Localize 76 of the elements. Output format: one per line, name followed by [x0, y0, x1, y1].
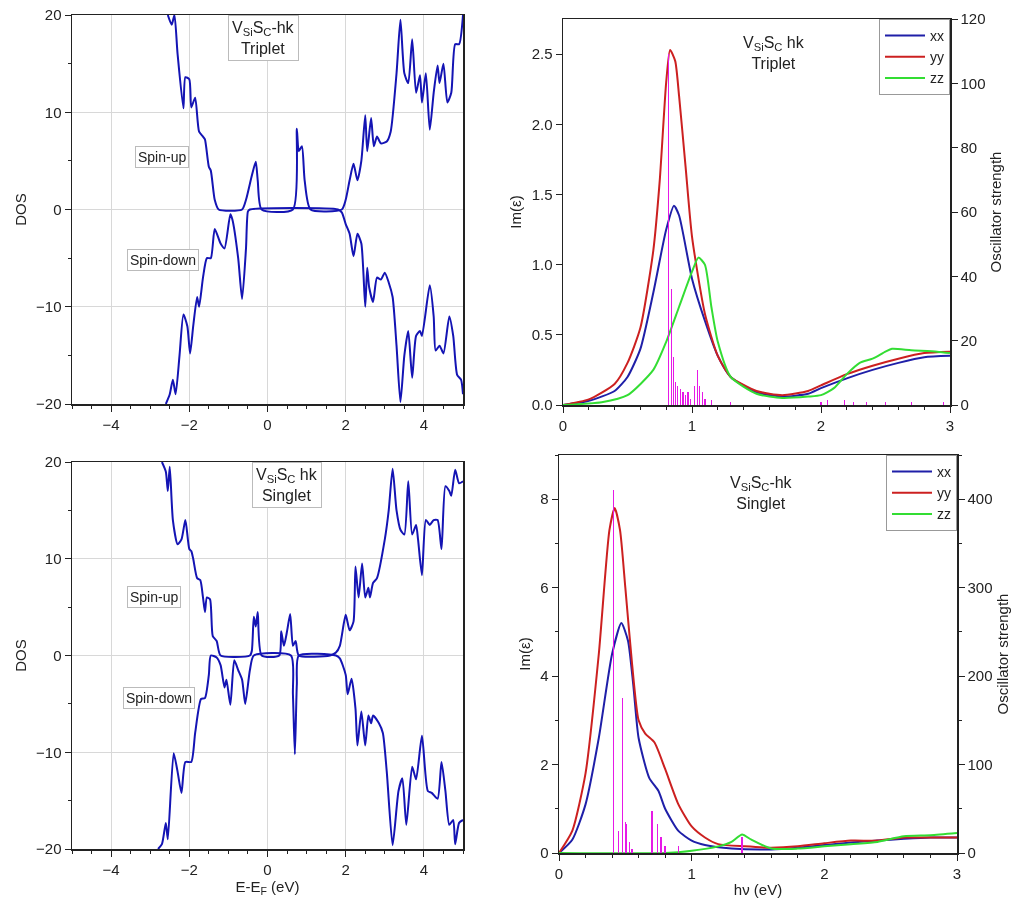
text: V$_{Si}$S$_{C}$ hk Triplet: [743, 34, 805, 72]
y-tick-label: 0: [53, 200, 62, 218]
line-series: [559, 622, 957, 853]
y2-tick-label: 0: [960, 396, 969, 414]
y-tick-label: 0: [53, 646, 62, 664]
y-tick-label: 0.5: [531, 326, 553, 344]
x-tick-label: −4: [102, 860, 120, 878]
x-tick-label: 2: [341, 860, 350, 878]
y-tick-label: 0: [540, 844, 549, 862]
annotation: Spin-up: [138, 149, 187, 165]
y2-tick-label: 40: [960, 267, 978, 285]
x-tick-label: 2: [341, 415, 350, 433]
x-tick-label: 0: [558, 416, 568, 434]
y-tick-label: 2: [540, 755, 549, 773]
x-tick-label: 4: [419, 415, 429, 433]
y-tick-label: −20: [36, 395, 62, 413]
x-tick-label: 1: [687, 864, 696, 882]
text: V$_{Si}$S$_{C}$-hk Triplet: [232, 19, 295, 57]
y2-tick-label: 80: [960, 138, 978, 156]
x-axis-title: E-E$_{F}$ (eV): [235, 877, 300, 897]
y-tick-label: 2.0: [531, 115, 553, 133]
y2-tick-label: 0: [967, 844, 976, 862]
x-tick-label: 0: [263, 860, 272, 878]
y-tick-label: 8: [540, 490, 549, 508]
x-tick-label: 3: [945, 416, 955, 434]
x-tick-label: −2: [180, 860, 198, 878]
line-series: [563, 256, 950, 405]
x-tick-label: 0: [263, 415, 272, 433]
y-tick-label: −10: [36, 743, 62, 761]
y-tick-label: 0.0: [531, 396, 553, 414]
y2-tick-label: 200: [967, 667, 993, 685]
y-tick-label: 4: [540, 667, 549, 685]
x-tick-label: 1: [687, 416, 697, 434]
y-tick-label: 6: [540, 578, 549, 596]
x-tick-label: 2: [816, 416, 826, 434]
line-series: [559, 832, 957, 853]
legend-label: zz: [937, 506, 951, 523]
y2-tick-label: 20: [960, 331, 978, 349]
x-tick-label: −4: [102, 415, 120, 433]
y-tick-label: 20: [44, 6, 62, 24]
y-tick-label: 2.5: [531, 45, 553, 63]
annotation: Spin-up: [130, 589, 179, 605]
y2-tick-label: 60: [960, 203, 978, 221]
y-tick-label: 10: [44, 550, 62, 567]
y2-tick-label: 300: [967, 578, 993, 596]
y2-axis-title: Oscillator strength: [994, 593, 1012, 715]
legend-label: yy: [937, 485, 951, 502]
y2-tick-label: 100: [967, 755, 993, 773]
legend-label: xx: [937, 464, 951, 481]
y-tick-label: 10: [44, 103, 62, 121]
x-tick-label: 3: [952, 864, 962, 882]
legend-label: yy: [930, 49, 944, 66]
y2-axis-title: Oscillator strength: [987, 151, 1005, 273]
y-tick-label: 20: [44, 453, 62, 471]
legend-label: zz: [930, 70, 944, 87]
y-axis-title: DOS: [11, 639, 29, 672]
legend-label: xx: [930, 28, 944, 45]
x-axis-title: hν (eV): [733, 881, 783, 899]
x-tick-label: 4: [419, 860, 429, 878]
annotation: Spin-down: [130, 252, 197, 268]
x-tick-label: 0: [554, 864, 564, 882]
y2-tick-label: 120: [960, 10, 986, 28]
y-axis-title: Im(ε): [507, 195, 525, 229]
y-tick-label: 1.0: [531, 255, 553, 273]
annotation: Spin-down: [126, 690, 193, 706]
y-tick-label: −20: [36, 840, 62, 858]
y-axis-title: DOS: [11, 193, 29, 226]
text: V$_{Si}$S$_{C}$ hk Singlet: [256, 466, 318, 504]
y2-tick-label: 100: [960, 74, 986, 92]
x-tick-label: −2: [180, 415, 198, 433]
y-axis-title: Im(ε): [515, 637, 533, 671]
x-tick-label: 2: [820, 864, 829, 882]
y2-tick-label: 400: [967, 490, 993, 508]
text: V$_{Si}$S$_{C}$-hk Singlet: [730, 474, 793, 512]
y-tick-label: −10: [36, 298, 62, 315]
y-tick-label: 1.5: [531, 185, 553, 203]
